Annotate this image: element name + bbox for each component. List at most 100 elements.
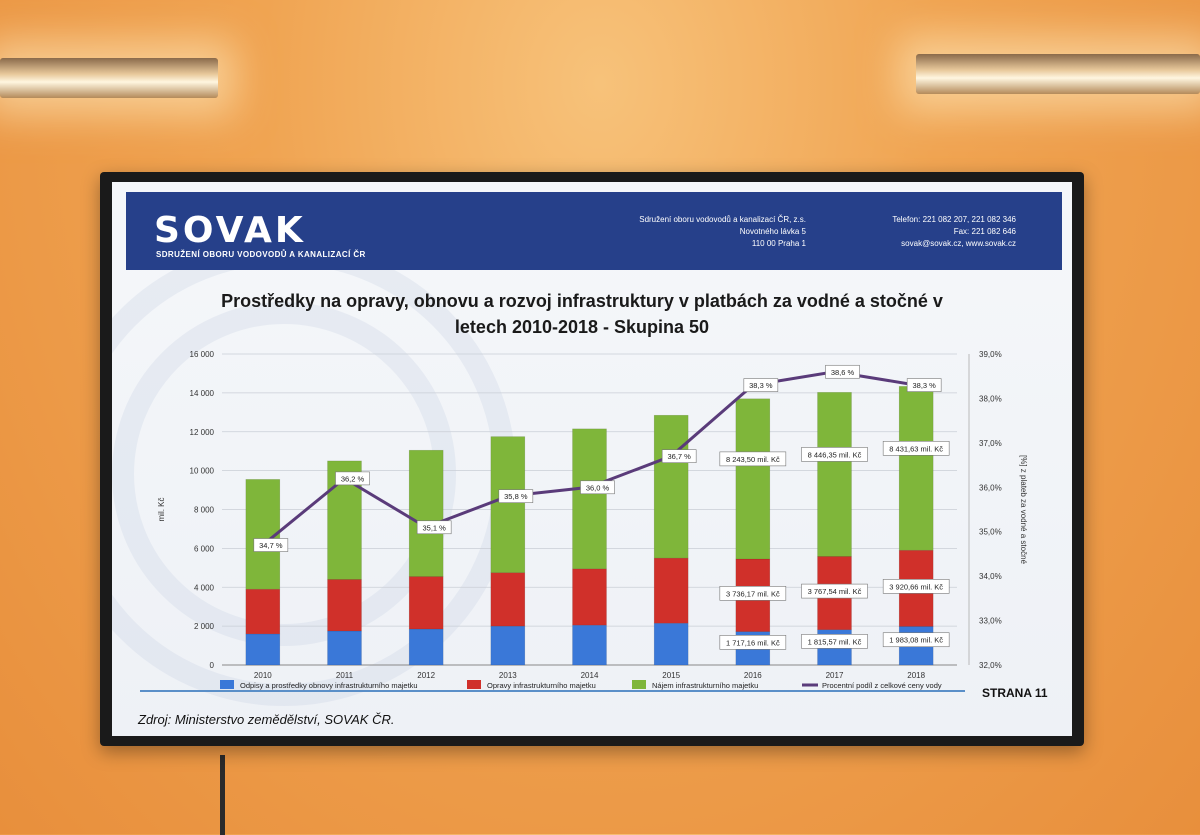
percent-label-box: [335, 471, 370, 486]
y2-tick-label: 32,0%: [979, 661, 1002, 670]
legend-label: Odpisy a prostředky obnovy infrastruktur…: [240, 681, 418, 690]
x-tick-label: 2010: [254, 671, 272, 680]
percent-label: 38,6 %: [831, 368, 855, 377]
data-label: 8 431,63 mil. Kč: [889, 444, 943, 453]
percent-label: 35,8 %: [504, 492, 528, 501]
y2-axis-label: [%] z plateb za vodné a stočné: [1019, 455, 1028, 565]
y-tick-label: 4 000: [194, 583, 215, 592]
percent-label-box: [743, 378, 779, 392]
x-tick-label: 2011: [336, 671, 354, 680]
y2-tick-label: 37,0%: [979, 439, 1002, 448]
percent-label: 34,7 %: [259, 541, 283, 550]
contact-line: sovak@sovak.cz, www.sovak.cz: [901, 239, 1016, 248]
data-label-box: [801, 634, 868, 649]
percent-label-box: [580, 480, 615, 495]
bar-segment: [572, 568, 607, 626]
bar-segment: [408, 449, 444, 577]
y2-tick-label: 36,0%: [979, 483, 1002, 492]
contact-line: Fax: 221 082 646: [953, 227, 1016, 236]
bar-segment: [572, 428, 607, 570]
y-tick-label: 6 000: [194, 544, 215, 553]
y-tick-label: 8 000: [194, 506, 215, 515]
bar-segment: [490, 436, 526, 573]
x-tick-label: 2016: [744, 671, 762, 680]
page-label: STRANA 11: [982, 686, 1048, 700]
sovak-logo: SOVAK: [154, 210, 306, 251]
bar-segment: [408, 628, 444, 666]
source-note: Zdroj: Ministerstvo zemědělství, SOVAK Č…: [138, 712, 395, 727]
legend-label: Nájem infrastrukturního majetku: [652, 681, 758, 690]
bar-segment: [327, 579, 362, 632]
legend-swatch: [467, 680, 481, 689]
percent-label: 35,1 %: [422, 523, 446, 532]
slide: SOVAK SDRUŽENÍ OBORU VODOVODŮ A KANALIZA…: [112, 182, 1072, 736]
data-label-box: [719, 451, 787, 467]
bar-segment: [490, 572, 526, 627]
address-line: Novotného lávka 5: [739, 227, 806, 236]
sovak-logo-subtitle: SDRUŽENÍ OBORU VODOVODŮ A KANALIZACÍ ČR: [156, 250, 366, 259]
legend-swatch: [220, 680, 234, 689]
percent-label-box: [825, 364, 860, 379]
bar-segment: [408, 576, 444, 630]
data-label-box: [882, 579, 950, 594]
data-label: 3 920,66 mil. Kč: [889, 582, 943, 591]
chart-title-line: letech 2010-2018 - Skupina 50: [454, 317, 710, 337]
legend-label: Opravy infrastrukturního majetku: [487, 681, 596, 690]
data-label: 8 243,50 mil. Kč: [726, 455, 780, 464]
bar-segment: [572, 624, 607, 666]
data-label-box: [801, 583, 868, 599]
y-tick-label: 0: [210, 661, 215, 670]
data-label-box: [882, 441, 950, 456]
data-label: 8 446,35 mil. Kč: [808, 450, 862, 459]
x-tick-label: 2018: [907, 671, 925, 680]
data-label-box: [719, 586, 787, 601]
bar-segment: [653, 622, 689, 666]
percent-label-box: [253, 538, 289, 552]
bar-segment: [898, 386, 934, 551]
contact-block: Telefon: 221 082 207, 221 082 346 Fax: 2…: [816, 214, 1016, 250]
x-tick-label: 2013: [499, 671, 517, 680]
bar-segment: [245, 633, 281, 666]
data-label-box: [882, 632, 950, 648]
address-line: 110 00 Praha 1: [751, 239, 806, 248]
y2-tick-label: 34,0%: [979, 572, 1002, 581]
percent-label-box: [906, 378, 942, 392]
data-label: 1 815,57 mil. Kč: [808, 637, 862, 646]
bar-segment: [490, 625, 526, 666]
slide-header: SOVAK SDRUŽENÍ OBORU VODOVODŮ A KANALIZA…: [126, 192, 1062, 270]
y-tick-label: 16 000: [190, 350, 215, 359]
y2-tick-label: 33,0%: [979, 617, 1002, 626]
bar-segment: [653, 414, 689, 559]
chart-svg: 0 2 000 4 000 6 000 8 000 10 000 12 000 14 000 1…: [157, 350, 1028, 690]
percent-label: 38,3 %: [912, 381, 936, 390]
y-tick-label: 12 000: [190, 428, 215, 437]
x-tick-label: 2017: [826, 671, 844, 680]
y2-tick-label: 35,0%: [979, 528, 1002, 537]
data-label: 3 736,17 mil. Kč: [726, 589, 780, 598]
tv-cable: [220, 755, 225, 835]
percent-label: 36,0 %: [586, 483, 610, 492]
x-tick-label: 2012: [417, 671, 435, 680]
bar-segment: [327, 630, 362, 666]
x-tick-label: 2015: [662, 671, 680, 680]
chart-title-line: Prostředky na opravy, obnovu a rozvoj in…: [221, 291, 943, 311]
data-label-box: [801, 447, 868, 462]
y-tick-label: 2 000: [194, 622, 215, 631]
bar-segment: [653, 557, 689, 624]
percent-label: 38,3 %: [749, 381, 773, 390]
bar-segment: [245, 588, 281, 635]
x-tick-label: 2014: [581, 671, 599, 680]
y2-tick-label: 38,0%: [979, 394, 1002, 403]
data-label: 3 767,54 mil. Kč: [808, 587, 862, 596]
percent-label: 36,7 %: [667, 452, 691, 461]
footer-divider: [140, 690, 965, 692]
y-axis-label: mil. Kč: [157, 498, 166, 522]
data-label: 1 717,16 mil. Kč: [726, 638, 780, 647]
percent-label-box: [661, 449, 697, 463]
bar-segment: [817, 392, 852, 557]
data-label: 1 983,08 mil. Kč: [889, 636, 943, 645]
y2-tick-label: 39,0%: [979, 350, 1002, 359]
percent-label-box: [416, 520, 452, 535]
percent-label: 36,2 %: [341, 474, 365, 483]
legend-label: Procentní podíl z celkové ceny vody: [822, 681, 942, 690]
